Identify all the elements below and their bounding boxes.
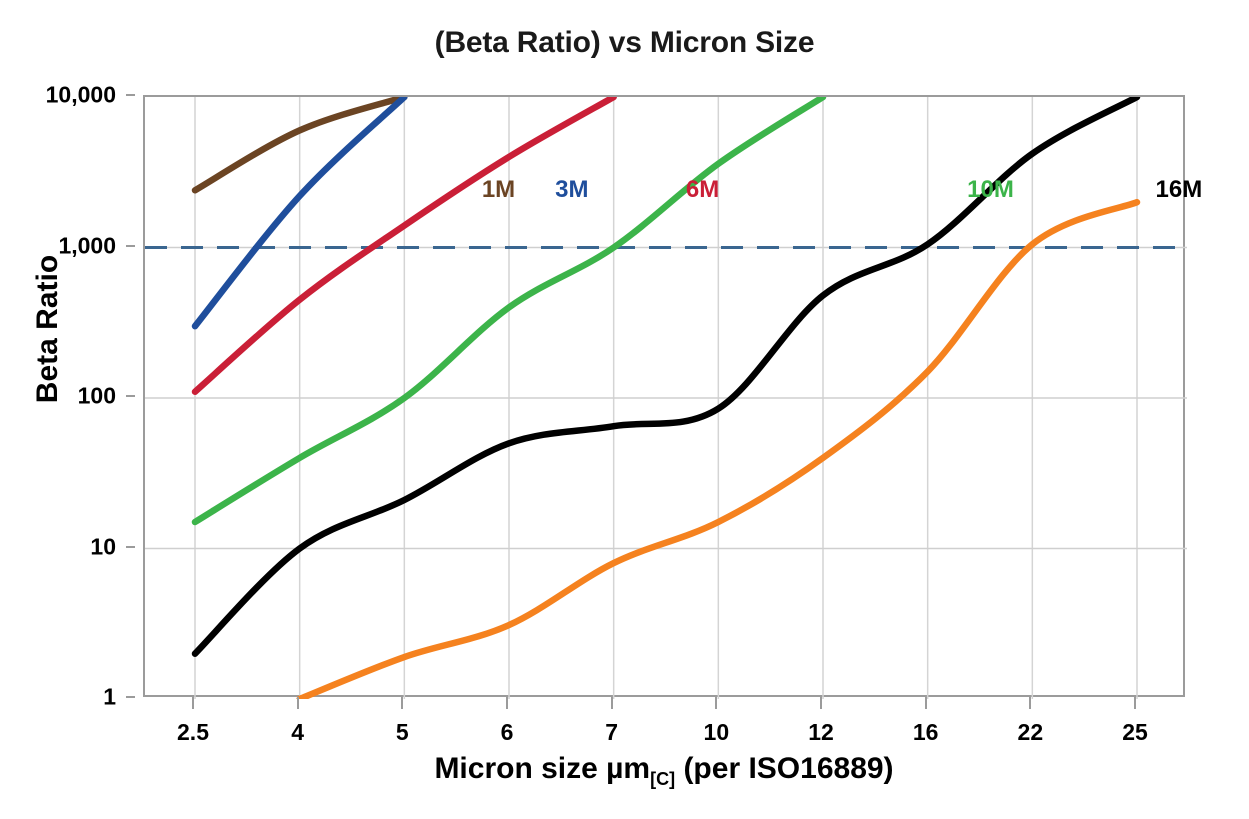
y-tick-label: 1,000 bbox=[58, 232, 116, 258]
x-axis-label: Micron size µm[C] (per ISO16889) bbox=[143, 752, 1185, 790]
x-axis-label-main: Micron size µm bbox=[434, 752, 651, 785]
x-tick-label: 25 bbox=[1122, 719, 1148, 745]
y-tick-label: 100 bbox=[77, 382, 116, 409]
x-tick-label: 16 bbox=[912, 719, 939, 745]
x-axis-ticks: 2.5 4 5 6 7 10 12 16 22 25 bbox=[143, 697, 1185, 745]
gridlines bbox=[145, 97, 1187, 699]
series-label-6m: 6M bbox=[685, 176, 720, 204]
x-tick-label: 6 bbox=[500, 719, 514, 745]
y-tick-mark bbox=[126, 94, 135, 96]
series-line-25m bbox=[296, 198, 1141, 699]
series-line-3m bbox=[191, 97, 408, 330]
series-label-16m: 16M bbox=[1155, 176, 1203, 204]
x-axis-label-suffix: (per ISO16889) bbox=[675, 752, 894, 785]
y-tick-mark bbox=[126, 244, 135, 247]
series-label-1m: 1M bbox=[481, 176, 516, 204]
x-tick-mark bbox=[296, 697, 299, 709]
x-tick-label: 4 bbox=[291, 719, 305, 745]
x-axis-label-subscript: [C] bbox=[650, 769, 676, 789]
page-title: (Beta Ratio) vs Micron Size bbox=[434, 26, 815, 59]
x-tick-mark bbox=[820, 697, 822, 709]
x-tick-mark bbox=[715, 697, 718, 709]
x-tick-label: 10 bbox=[703, 719, 730, 745]
y-tick-mark bbox=[126, 545, 135, 548]
x-tick-label: 22 bbox=[1017, 719, 1044, 745]
x-tick-label: 12 bbox=[808, 719, 834, 745]
x-tick-mark bbox=[401, 697, 404, 709]
y-tick-label: 10 bbox=[90, 533, 116, 559]
series-label-10m: 10M bbox=[967, 176, 1014, 204]
series-line-10m bbox=[191, 97, 827, 526]
y-tick-mark bbox=[126, 395, 135, 397]
y-axis-ticks: 1 10 100 1,000 10,000 bbox=[18, 82, 135, 710]
series-line-6m bbox=[191, 97, 617, 396]
plot-area: 1M3M6M10M16M25M bbox=[143, 95, 1202, 699]
x-tick-label: 5 bbox=[395, 719, 409, 745]
x-tick-mark bbox=[1134, 697, 1136, 709]
x-tick-label: 2.5 bbox=[177, 719, 209, 745]
series-line-1m bbox=[191, 97, 408, 194]
x-tick-label: 7 bbox=[605, 719, 619, 745]
x-tick-mark bbox=[192, 697, 194, 709]
x-tick-mark bbox=[610, 697, 613, 709]
series-label-3m: 3M bbox=[555, 176, 589, 204]
series-layer bbox=[191, 97, 1141, 699]
x-tick-mark bbox=[506, 697, 508, 709]
y-axis-label: Beta Ratio bbox=[31, 254, 64, 404]
y-tick-mark bbox=[126, 696, 135, 698]
y-tick-label: 10,000 bbox=[45, 81, 116, 108]
y-tick-label: 1 bbox=[103, 683, 116, 710]
x-tick-mark bbox=[1029, 697, 1032, 709]
series-line-16m bbox=[191, 97, 1141, 657]
x-tick-mark bbox=[924, 697, 927, 709]
chart-canvas bbox=[145, 97, 1187, 699]
